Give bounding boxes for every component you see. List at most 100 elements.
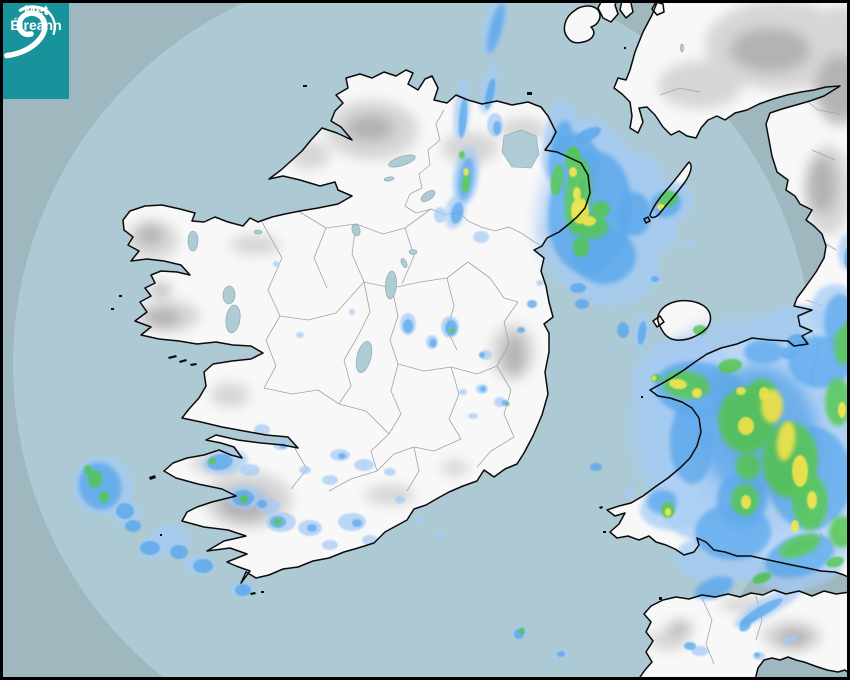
radar-cell xyxy=(669,378,687,390)
radar-cell xyxy=(782,635,798,645)
radar-cell xyxy=(349,309,355,315)
radar-cell xyxy=(575,299,589,309)
radar-cell xyxy=(468,413,478,419)
radar-cell xyxy=(322,475,338,485)
radar-cell xyxy=(506,402,510,406)
radar-cell xyxy=(519,627,525,635)
radar-cell xyxy=(480,386,486,392)
radar-cell xyxy=(780,347,796,359)
radar-cell xyxy=(752,572,772,584)
radar-cell xyxy=(450,202,464,224)
radar-cell xyxy=(787,334,807,350)
radar-cell xyxy=(670,400,714,484)
radar-cell xyxy=(549,101,567,115)
radar-cell xyxy=(569,167,577,177)
radar-cell xyxy=(592,201,610,217)
radar-cell xyxy=(429,338,437,348)
radar-cell xyxy=(779,533,821,559)
lough-corrib xyxy=(225,304,241,334)
radar-cell xyxy=(651,375,657,381)
lough-erne-upper xyxy=(420,190,436,202)
radar-cell xyxy=(116,503,134,519)
lough-neagh xyxy=(501,129,540,169)
radar-cell xyxy=(644,453,656,471)
radar-cell xyxy=(403,319,413,333)
radar-cell xyxy=(170,545,188,559)
radar-cell xyxy=(637,321,647,345)
radar-cell xyxy=(739,622,751,632)
radar-cell xyxy=(684,239,696,247)
radar-cell xyxy=(582,216,596,226)
radar-cell xyxy=(754,652,760,658)
radar-cell xyxy=(826,556,844,568)
radar-cell xyxy=(257,500,267,508)
ni-border xyxy=(404,109,543,247)
radar-cell xyxy=(84,465,92,475)
radar-cell xyxy=(459,389,467,395)
radar-cell xyxy=(274,518,282,526)
radar-cell xyxy=(590,463,602,471)
radar-cell xyxy=(322,540,338,550)
radar-cell xyxy=(459,151,465,159)
radar-cell xyxy=(573,237,589,257)
small-islands xyxy=(111,47,662,600)
radar-cell xyxy=(736,387,746,395)
radar-cell xyxy=(193,559,213,573)
radar-cell xyxy=(665,508,671,516)
radar-cell xyxy=(338,453,346,459)
radar-cell xyxy=(570,283,586,293)
radar-cell xyxy=(88,470,102,488)
radar-cell xyxy=(436,532,444,538)
radar-cell xyxy=(484,78,496,110)
lough-ree xyxy=(385,270,397,300)
radar-cell xyxy=(552,120,572,156)
radar-cell xyxy=(463,168,469,176)
radar-cell xyxy=(502,400,508,406)
radar-cell xyxy=(694,576,734,600)
radar-cell xyxy=(557,650,565,658)
radar-cell xyxy=(99,491,109,503)
radar-cell xyxy=(384,468,396,476)
radar-cell xyxy=(625,485,635,499)
met-eireann-logo: Met Éireann xyxy=(3,3,69,99)
radar-cell xyxy=(736,452,760,480)
coastline-layer xyxy=(111,0,850,680)
radar-cell xyxy=(617,192,651,236)
radar-cell xyxy=(449,328,455,334)
radar-cell xyxy=(395,496,405,504)
radar-cell xyxy=(575,126,601,144)
radar-cell xyxy=(307,524,317,532)
radar-cell xyxy=(642,392,678,468)
radar-cell xyxy=(617,322,629,338)
radar-cell xyxy=(487,2,505,54)
radar-cell xyxy=(235,584,251,596)
radar-cell xyxy=(573,187,581,201)
radar-cell xyxy=(352,519,362,527)
radar-cell xyxy=(691,646,709,656)
radar-cell xyxy=(527,300,537,308)
radar-cell xyxy=(299,466,311,474)
radar-cell xyxy=(125,520,141,532)
radar-cell xyxy=(479,352,485,358)
radar-cell xyxy=(829,516,850,548)
radar-cell xyxy=(550,164,564,196)
radar-cell xyxy=(536,280,544,286)
radar-cell xyxy=(273,261,279,267)
radar-cell xyxy=(693,325,707,335)
hurricane-swirl-icon xyxy=(3,5,56,59)
radar-cell xyxy=(791,520,799,532)
radar-cell xyxy=(517,327,525,333)
radar-cell xyxy=(718,358,742,374)
radar-cell xyxy=(838,402,846,418)
lough-erne-lower xyxy=(388,154,416,168)
radar-cell xyxy=(651,276,659,282)
radar-cell xyxy=(434,207,446,223)
radar-cell xyxy=(140,541,160,555)
radar-cell xyxy=(572,228,636,284)
radar-cell xyxy=(684,642,696,650)
lough-derg xyxy=(355,341,373,373)
radar-cell xyxy=(692,388,702,398)
radar-cell xyxy=(738,417,754,435)
